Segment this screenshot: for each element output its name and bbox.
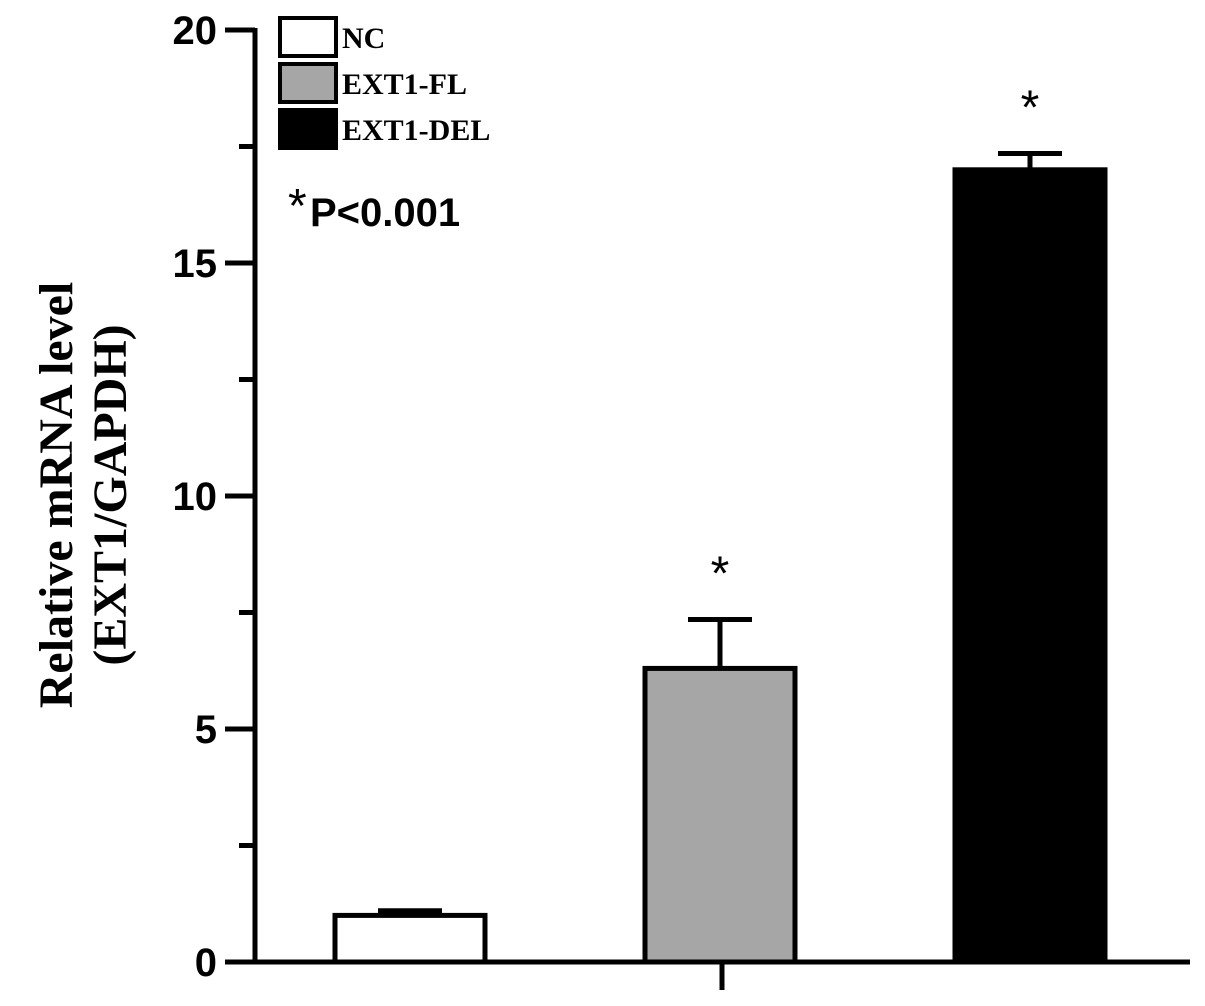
significance-note: * P<0.001: [288, 180, 460, 235]
legend-swatch: [278, 16, 338, 58]
y-tick-label: 5: [195, 708, 217, 752]
note-text: P<0.001: [310, 191, 460, 235]
legend-swatch: [278, 62, 338, 104]
bar: [332, 912, 488, 965]
bar: [952, 167, 1108, 965]
note-star: *: [288, 180, 307, 233]
y-tick-label: 10: [173, 475, 218, 519]
bar-group-ext1-fl: *: [642, 547, 798, 965]
y-tick-label: 0: [195, 941, 217, 985]
y-axis-label-line1: Relative mRNA level: [30, 282, 83, 709]
legend-swatch: [278, 108, 338, 150]
legend-label: EXT1-FL: [342, 68, 467, 101]
bar: [642, 665, 798, 965]
y-axis-label: Relative mRNA level (EXT1/GAPDH): [30, 282, 137, 709]
legend: NC EXT1-FL EXT1-DEL: [278, 16, 490, 150]
y-tick-label: 15: [173, 242, 218, 286]
bar-group-ext1-del: *: [952, 81, 1108, 965]
significance-star: *: [711, 547, 730, 600]
bar-group-nc: [332, 908, 488, 965]
y-tick-label: 20: [173, 9, 218, 53]
legend-label: NC: [342, 22, 385, 55]
legend-label: EXT1-DEL: [342, 114, 490, 147]
significance-star: *: [1021, 81, 1040, 134]
bars: **: [332, 81, 1108, 965]
y-axis-label-line2: (EXT1/GAPDH): [84, 324, 137, 665]
